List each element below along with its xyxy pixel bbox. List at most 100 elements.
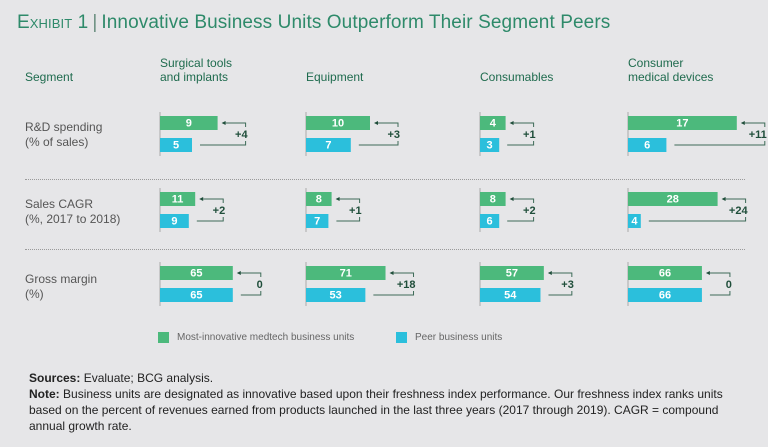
note-line: Note: Business units are designated as i…	[29, 386, 749, 434]
bar-peer	[628, 288, 702, 302]
difference-bracket-bottom	[548, 291, 573, 296]
difference-bracket-bottom	[648, 217, 747, 222]
bar-label-peer: 7	[325, 140, 331, 152]
legend-item-peer: Peer business units	[396, 332, 502, 343]
difference-label: +18	[397, 279, 416, 291]
difference-bracket-top	[744, 122, 766, 127]
row-divider	[25, 179, 745, 180]
arrowhead-icon	[199, 197, 204, 201]
arrowhead-icon	[740, 121, 745, 125]
footnotes: Sources: Evaluate; BCG analysis. Note: B…	[29, 370, 749, 434]
difference-bracket-bottom	[336, 217, 361, 222]
segment-header-consumer-devices: Consumer medical devices	[628, 56, 713, 84]
segment-header-line: and implants	[160, 70, 229, 84]
bar-label-innovative: 11	[172, 194, 184, 206]
note-label: Note:	[29, 387, 60, 401]
arrowhead-icon	[236, 271, 241, 275]
bar-innovative	[160, 116, 218, 130]
bar-peer	[160, 214, 189, 228]
bar-label-innovative: 10	[332, 118, 344, 130]
metric-label-rd-spending: R&D spending (% of sales)	[25, 120, 102, 150]
difference-bracket-bottom	[507, 141, 535, 146]
bar-label-peer: 65	[190, 290, 202, 302]
title-text: Innovative Business Units Outperform The…	[101, 12, 611, 33]
bar-label-peer: 6	[487, 216, 493, 228]
bar-label-innovative: 4	[490, 118, 497, 130]
bar-peer	[160, 288, 233, 302]
bar-innovative	[480, 116, 506, 130]
legend-item-innovative: Most-innovative medtech business units	[158, 332, 354, 343]
bar-innovative	[160, 266, 233, 280]
sources-line: Sources: Evaluate; BCG analysis.	[29, 370, 749, 386]
bar-innovative	[628, 116, 737, 130]
arrowhead-icon	[547, 271, 552, 275]
sources-text: Evaluate; BCG analysis.	[83, 371, 214, 385]
difference-bracket-top	[393, 272, 415, 277]
segment-header-line: Consumer	[628, 56, 684, 70]
bar-label-peer: 5	[173, 140, 179, 152]
legend-swatch-peer	[396, 332, 407, 343]
difference-label: +11	[749, 129, 767, 141]
bar-peer	[628, 138, 667, 152]
difference-bracket-top	[725, 198, 747, 203]
difference-label: +1	[349, 205, 362, 217]
difference-bracket-bottom	[240, 291, 262, 296]
difference-bracket-top	[240, 272, 262, 277]
arrowhead-icon	[221, 121, 226, 125]
bar-peer	[306, 288, 366, 302]
bar-label-innovative: 65	[190, 268, 202, 280]
exhibit-title: Exhibit 1 | Innovative Business Units Outp…	[17, 12, 610, 34]
difference-bracket-bottom	[200, 141, 247, 146]
bar-label-innovative: 57	[506, 268, 518, 280]
row-divider	[25, 249, 745, 250]
difference-label: +4	[235, 129, 248, 141]
bar-label-innovative: 8	[490, 194, 496, 206]
note-text: Business units are designated as innovat…	[29, 387, 723, 433]
bar-innovative	[306, 266, 386, 280]
bar-innovative	[306, 116, 370, 130]
arrowhead-icon	[509, 121, 514, 125]
arrowhead-icon	[374, 121, 378, 125]
bar-peer	[480, 138, 500, 152]
segment-header-line: medical devices	[628, 70, 714, 84]
difference-bracket-top	[339, 198, 361, 203]
metric-unit: (%)	[25, 287, 44, 301]
bar-label-peer: 53	[330, 290, 342, 302]
bar-label-peer: 4	[631, 216, 638, 228]
arrowhead-icon	[705, 271, 710, 275]
difference-bracket-bottom	[196, 217, 224, 222]
difference-label: +3	[561, 279, 574, 291]
difference-bracket-bottom	[709, 291, 731, 296]
bar-innovative	[628, 192, 718, 206]
segment-header-consumables: Consumables	[480, 70, 553, 84]
difference-bracket-bottom	[373, 291, 415, 296]
difference-bracket-bottom	[674, 141, 766, 146]
difference-label: +24	[729, 205, 749, 217]
arrowhead-icon	[335, 197, 340, 201]
difference-bracket-top	[513, 122, 535, 127]
bar-peer	[480, 288, 541, 302]
segment-header-line: Equipment	[306, 70, 364, 84]
difference-label: +3	[387, 129, 400, 141]
bar-innovative	[160, 192, 196, 206]
bar-label-peer: 3	[487, 140, 493, 152]
bar-label-innovative: 17	[676, 118, 688, 130]
difference-label: 0	[726, 279, 732, 291]
bar-label-innovative: 9	[186, 118, 192, 130]
difference-label: +1	[523, 129, 536, 141]
bar-innovative	[480, 192, 506, 206]
difference-bracket-bottom	[507, 217, 535, 222]
arrowhead-icon	[721, 197, 726, 201]
bar-label-peer: 6	[644, 140, 650, 152]
legend-label: Most-innovative medtech business units	[177, 332, 355, 343]
title-separator: |	[92, 12, 98, 33]
bar-label-peer: 66	[659, 290, 671, 302]
bar-innovative	[628, 266, 702, 280]
segment-header-line: Consumables	[480, 70, 554, 84]
metric-name: Sales CAGR	[25, 197, 94, 211]
bar-peer	[480, 214, 500, 228]
arrowhead-icon	[509, 197, 514, 201]
difference-bracket-top	[225, 122, 247, 127]
segment-column-header: Segment	[25, 70, 74, 84]
